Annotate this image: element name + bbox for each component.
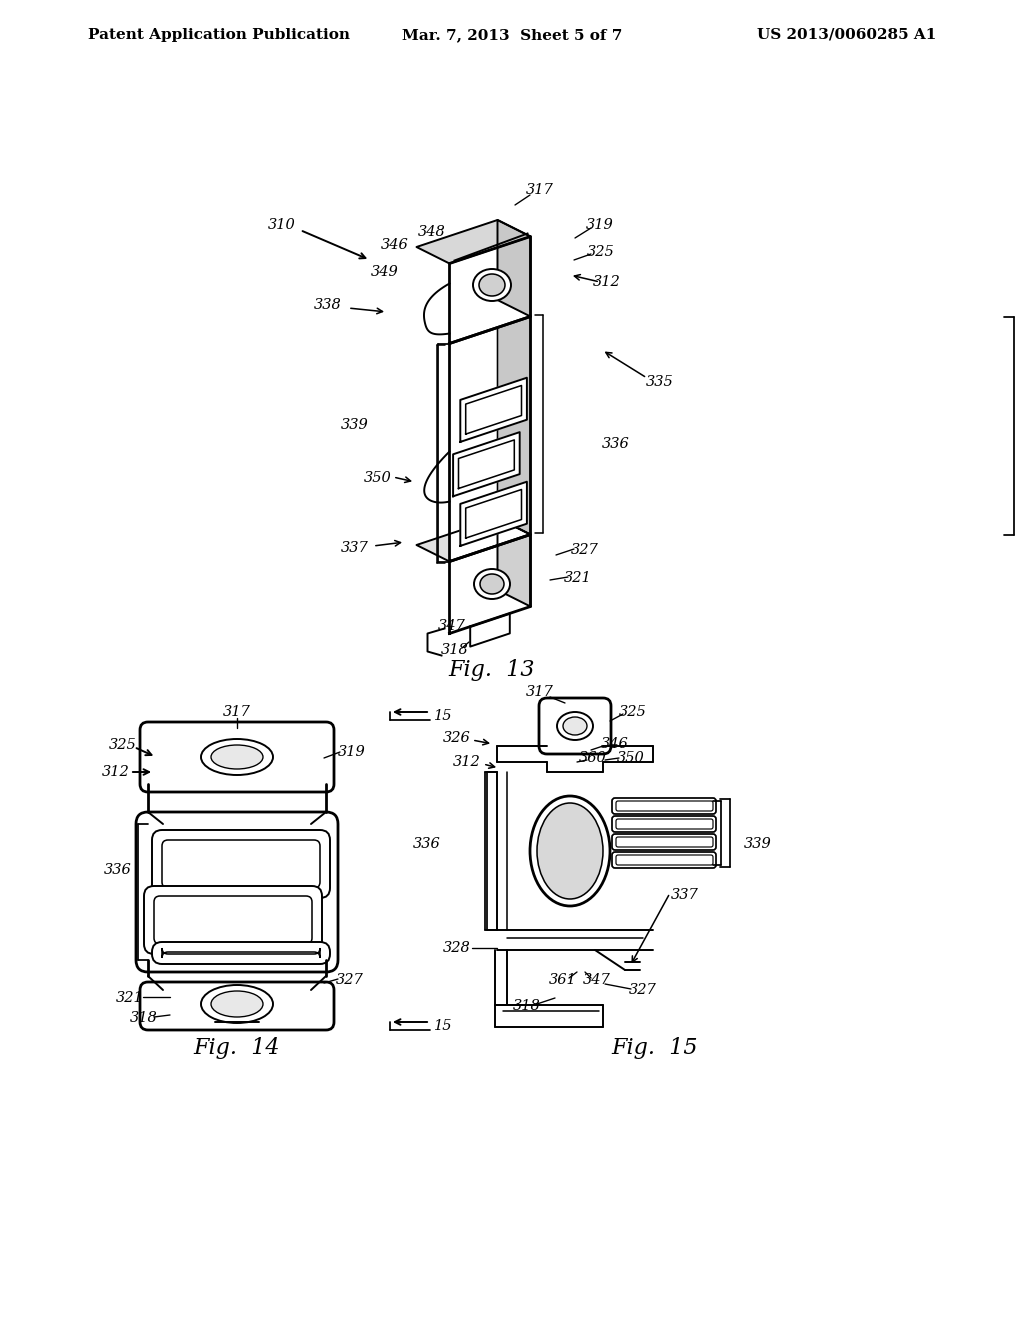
FancyBboxPatch shape <box>152 830 330 898</box>
Polygon shape <box>459 440 514 488</box>
Text: 339: 339 <box>744 837 772 851</box>
Text: 325: 325 <box>620 705 647 719</box>
Polygon shape <box>498 517 530 606</box>
Text: 347: 347 <box>438 619 466 634</box>
Text: 328: 328 <box>443 941 471 954</box>
Text: 337: 337 <box>341 541 369 554</box>
Polygon shape <box>450 317 530 561</box>
FancyBboxPatch shape <box>612 851 716 869</box>
Polygon shape <box>461 378 527 442</box>
FancyBboxPatch shape <box>136 812 338 972</box>
FancyBboxPatch shape <box>612 834 716 850</box>
Ellipse shape <box>211 991 263 1016</box>
Text: 317: 317 <box>526 183 554 197</box>
Ellipse shape <box>479 275 505 296</box>
Text: 337: 337 <box>671 888 698 902</box>
Text: 310: 310 <box>268 218 296 232</box>
Text: 318: 318 <box>513 999 541 1012</box>
Text: 327: 327 <box>336 973 364 987</box>
FancyBboxPatch shape <box>539 698 611 754</box>
Polygon shape <box>450 535 530 634</box>
Text: Fig.  14: Fig. 14 <box>194 1038 281 1059</box>
Text: 336: 336 <box>602 437 630 451</box>
FancyBboxPatch shape <box>162 840 319 888</box>
FancyBboxPatch shape <box>616 801 713 810</box>
Polygon shape <box>466 490 521 539</box>
Ellipse shape <box>537 803 603 899</box>
Text: 15: 15 <box>434 1019 453 1034</box>
Polygon shape <box>450 236 530 343</box>
Text: 348: 348 <box>418 224 445 239</box>
Text: 312: 312 <box>593 275 621 289</box>
Polygon shape <box>417 517 530 561</box>
FancyBboxPatch shape <box>140 982 334 1030</box>
Text: 336: 336 <box>413 837 441 851</box>
Ellipse shape <box>557 711 593 741</box>
Text: 338: 338 <box>314 298 342 312</box>
Text: 312: 312 <box>454 755 481 770</box>
FancyBboxPatch shape <box>140 722 334 792</box>
Text: Mar. 7, 2013  Sheet 5 of 7: Mar. 7, 2013 Sheet 5 of 7 <box>401 28 623 42</box>
Ellipse shape <box>473 269 511 301</box>
Text: 325: 325 <box>110 738 137 752</box>
Text: 339: 339 <box>341 418 369 432</box>
FancyBboxPatch shape <box>616 855 713 865</box>
Text: 15: 15 <box>434 709 453 723</box>
Text: 321: 321 <box>116 991 144 1005</box>
FancyBboxPatch shape <box>162 948 319 958</box>
FancyBboxPatch shape <box>616 837 713 847</box>
Text: 350: 350 <box>365 471 392 484</box>
Text: 318: 318 <box>441 643 469 657</box>
Ellipse shape <box>211 744 263 770</box>
Text: 319: 319 <box>338 744 366 759</box>
Text: 321: 321 <box>564 572 592 585</box>
Text: Fig.  13: Fig. 13 <box>449 659 536 681</box>
FancyBboxPatch shape <box>154 896 312 944</box>
Text: Fig.  15: Fig. 15 <box>611 1038 698 1059</box>
Text: 347: 347 <box>583 973 611 987</box>
Text: 327: 327 <box>571 543 599 557</box>
FancyBboxPatch shape <box>144 886 322 954</box>
Polygon shape <box>498 300 530 535</box>
FancyBboxPatch shape <box>612 799 716 814</box>
Ellipse shape <box>201 985 273 1023</box>
Polygon shape <box>466 385 521 434</box>
Polygon shape <box>470 614 510 647</box>
Text: Patent Application Publication: Patent Application Publication <box>88 28 350 42</box>
FancyBboxPatch shape <box>152 942 330 964</box>
Text: 349: 349 <box>371 265 399 279</box>
Ellipse shape <box>201 739 273 775</box>
Text: 336: 336 <box>104 863 132 876</box>
Text: 361: 361 <box>549 973 577 987</box>
Text: 335: 335 <box>646 375 674 389</box>
Ellipse shape <box>563 717 587 735</box>
Text: 326: 326 <box>443 731 471 744</box>
Text: US 2013/0060285 A1: US 2013/0060285 A1 <box>757 28 936 42</box>
Ellipse shape <box>480 574 504 594</box>
Polygon shape <box>461 482 527 546</box>
Text: 318: 318 <box>130 1011 158 1026</box>
Text: 317: 317 <box>526 685 554 700</box>
Text: 319: 319 <box>586 218 613 232</box>
Text: 312: 312 <box>102 766 130 779</box>
Polygon shape <box>498 220 530 317</box>
Text: 325: 325 <box>587 246 614 259</box>
Text: 346: 346 <box>601 737 629 751</box>
Text: 360: 360 <box>580 751 607 766</box>
Text: 327: 327 <box>629 983 656 997</box>
FancyBboxPatch shape <box>616 818 713 829</box>
Text: 346: 346 <box>381 238 409 252</box>
Text: 317: 317 <box>223 705 251 719</box>
Ellipse shape <box>474 569 510 599</box>
Ellipse shape <box>530 796 610 906</box>
FancyBboxPatch shape <box>612 816 716 832</box>
Text: 350: 350 <box>617 751 645 766</box>
Polygon shape <box>453 432 520 496</box>
Polygon shape <box>417 220 530 264</box>
